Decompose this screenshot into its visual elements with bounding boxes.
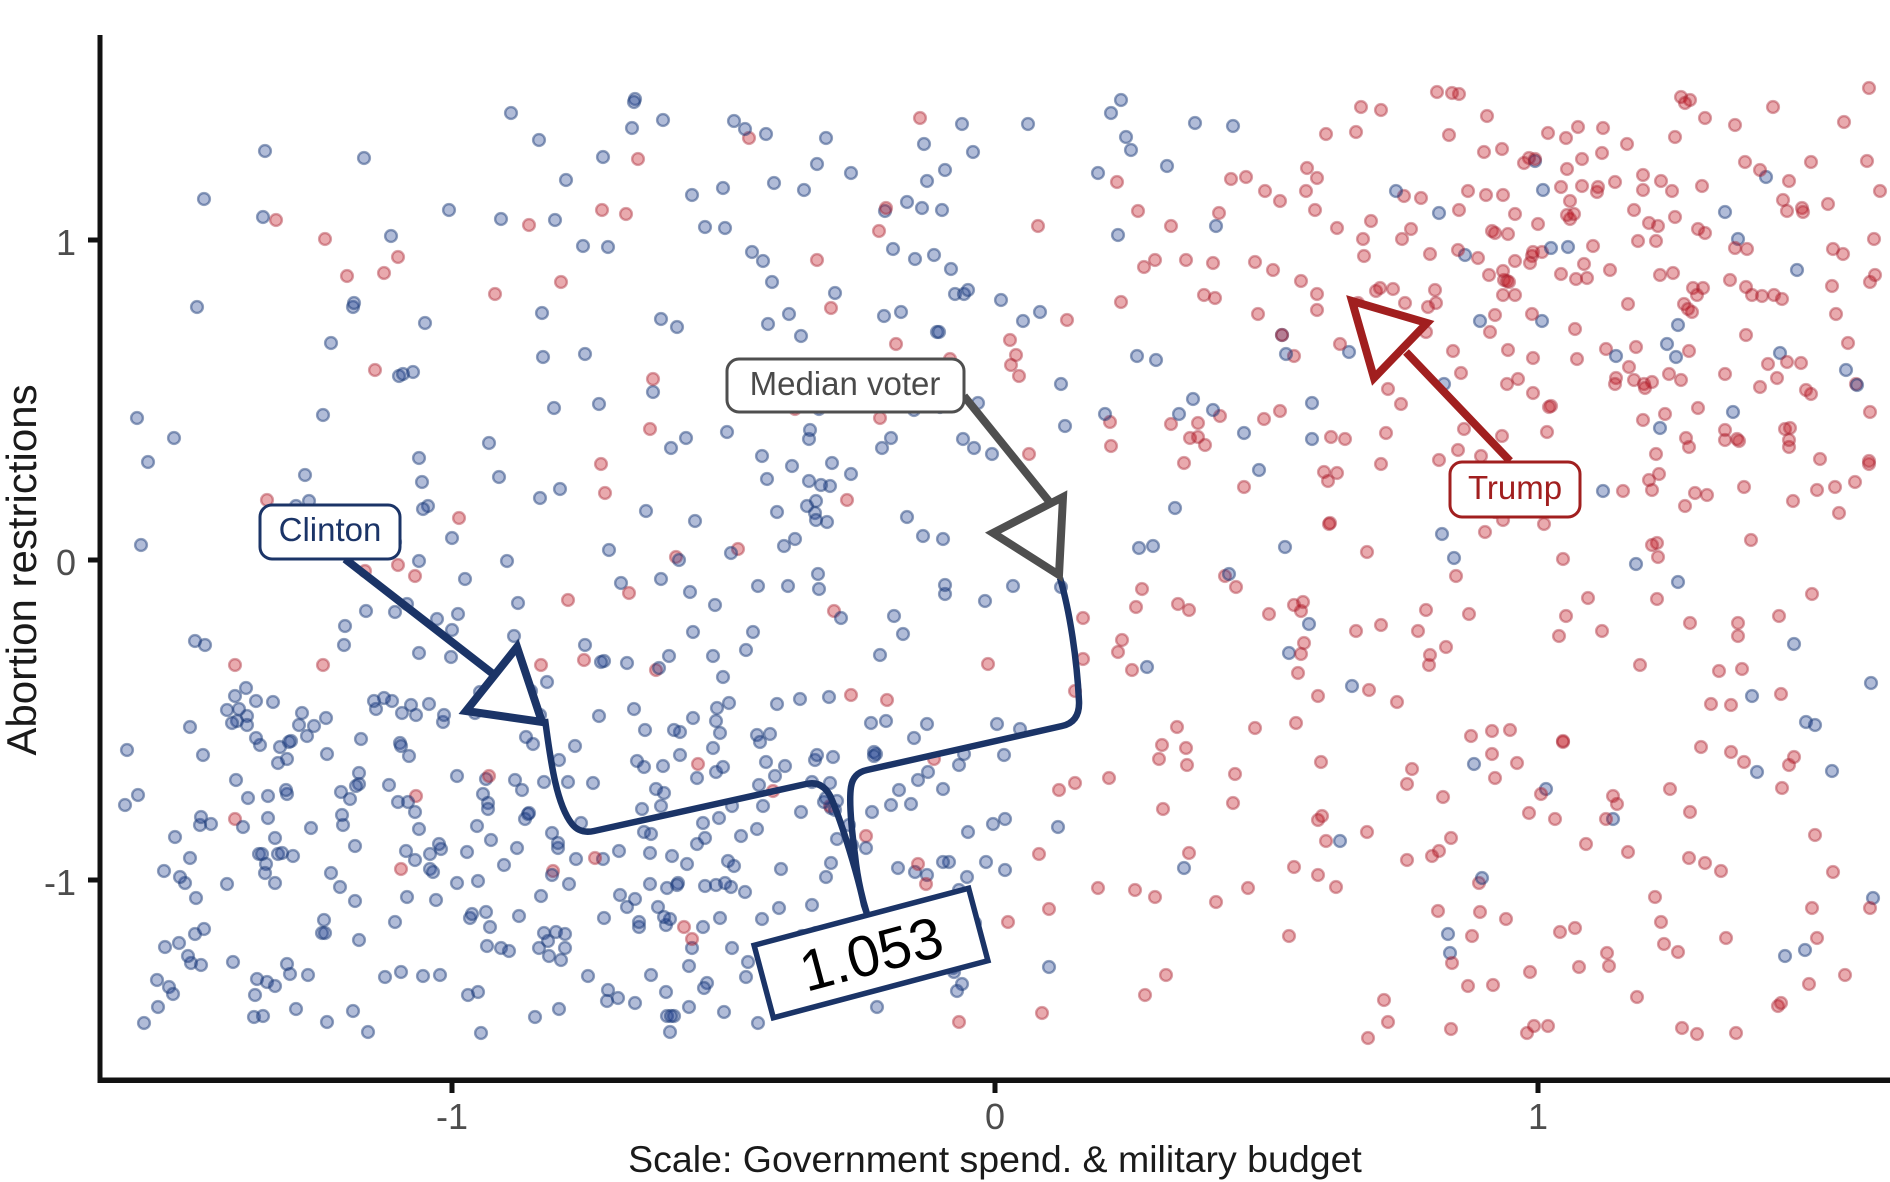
svg-text:0: 0 bbox=[985, 1096, 1005, 1137]
svg-text:Clinton: Clinton bbox=[279, 511, 382, 548]
svg-text:Scale: Government spend. & mil: Scale: Government spend. & military budg… bbox=[628, 1138, 1362, 1180]
svg-text:Abortion restrictions: Abortion restrictions bbox=[0, 384, 45, 755]
svg-text:Median voter: Median voter bbox=[750, 365, 941, 402]
svg-text:1: 1 bbox=[56, 222, 76, 263]
svg-text:-1: -1 bbox=[436, 1096, 468, 1137]
svg-text:1: 1 bbox=[1528, 1096, 1548, 1137]
svg-text:-1: -1 bbox=[44, 862, 76, 903]
svg-text:Trump: Trump bbox=[1468, 469, 1562, 506]
svg-text:0: 0 bbox=[56, 542, 76, 583]
